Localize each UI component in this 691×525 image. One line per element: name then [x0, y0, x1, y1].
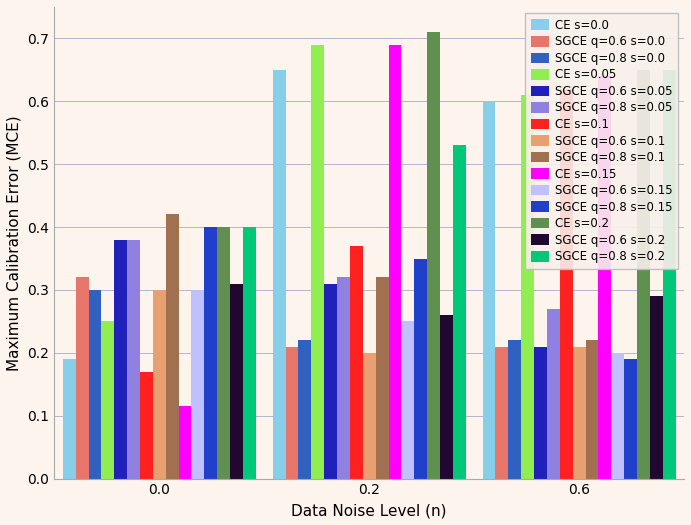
- Y-axis label: Maximum Calibration Error (MCE): Maximum Calibration Error (MCE): [7, 115, 22, 371]
- Bar: [376, 277, 388, 479]
- Bar: [88, 290, 102, 479]
- Bar: [663, 70, 676, 479]
- Bar: [311, 45, 324, 479]
- Bar: [178, 406, 191, 479]
- Bar: [217, 227, 230, 479]
- Bar: [350, 246, 363, 479]
- Bar: [482, 101, 495, 479]
- Bar: [243, 227, 256, 479]
- Bar: [205, 227, 217, 479]
- Bar: [534, 346, 547, 479]
- Bar: [560, 89, 573, 479]
- Bar: [401, 321, 415, 479]
- Bar: [75, 277, 88, 479]
- Bar: [612, 353, 624, 479]
- Bar: [153, 290, 166, 479]
- Bar: [337, 277, 350, 479]
- Bar: [273, 70, 285, 479]
- Bar: [63, 359, 75, 479]
- Bar: [495, 346, 509, 479]
- Bar: [299, 340, 311, 479]
- Bar: [415, 258, 427, 479]
- Bar: [140, 372, 153, 479]
- Bar: [363, 353, 376, 479]
- Bar: [440, 315, 453, 479]
- Bar: [324, 284, 337, 479]
- Bar: [230, 284, 243, 479]
- Bar: [166, 215, 178, 479]
- X-axis label: Data Noise Level (n): Data Noise Level (n): [292, 503, 447, 518]
- Bar: [509, 340, 521, 479]
- Bar: [427, 32, 440, 479]
- Bar: [573, 346, 585, 479]
- Bar: [102, 321, 114, 479]
- Bar: [388, 45, 401, 479]
- Bar: [127, 239, 140, 479]
- Bar: [624, 359, 637, 479]
- Bar: [637, 70, 650, 479]
- Bar: [585, 340, 598, 479]
- Bar: [114, 239, 127, 479]
- Bar: [521, 95, 534, 479]
- Bar: [547, 309, 560, 479]
- Bar: [598, 76, 612, 479]
- Bar: [285, 346, 299, 479]
- Bar: [650, 296, 663, 479]
- Bar: [191, 290, 205, 479]
- Legend: CE s=0.0, SGCE q=0.6 s=0.0, SGCE q=0.8 s=0.0, CE s=0.05, SGCE q=0.6 s=0.05, SGCE: CE s=0.0, SGCE q=0.6 s=0.0, SGCE q=0.8 s…: [525, 13, 678, 269]
- Bar: [453, 145, 466, 479]
